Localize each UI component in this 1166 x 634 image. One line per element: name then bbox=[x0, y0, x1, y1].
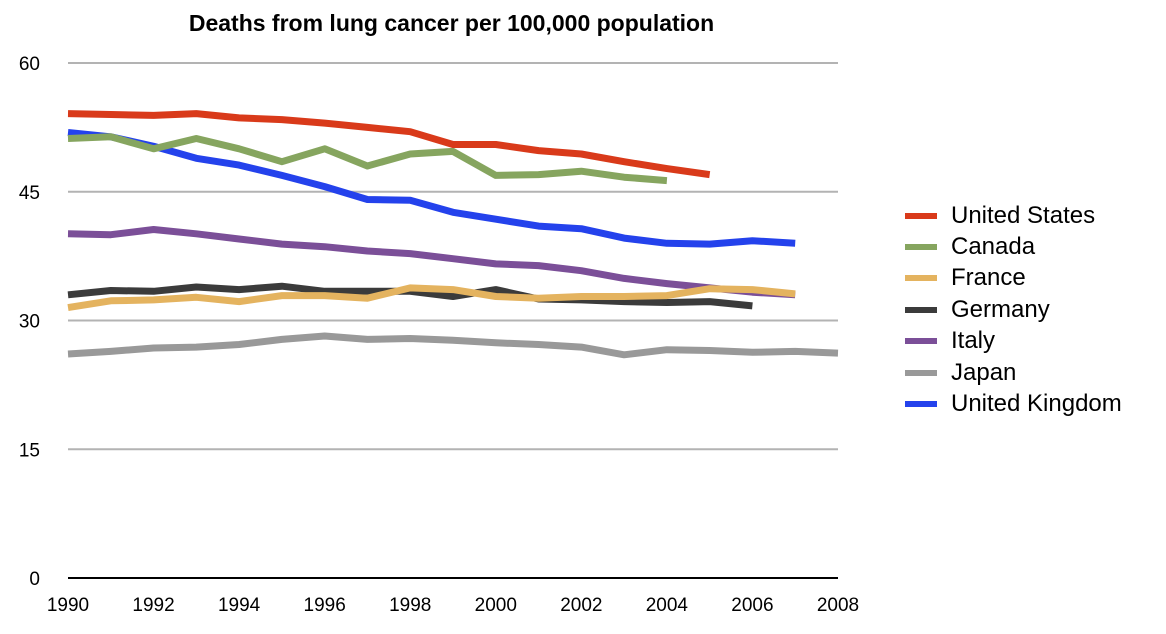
legend-label: United Kingdom bbox=[951, 390, 1122, 418]
legend-item: Italy bbox=[905, 326, 1122, 357]
legend-swatch bbox=[905, 338, 937, 345]
series-line-canada bbox=[67, 133, 668, 185]
y-tick-labels: 0 15 30 45 60 bbox=[19, 54, 40, 590]
x-tick-label: 1996 bbox=[304, 595, 346, 616]
x-tick-label: 1990 bbox=[47, 595, 89, 616]
legend-item: United Kingdom bbox=[905, 388, 1122, 419]
y-tick-label: 15 bbox=[19, 440, 40, 461]
x-tick-label: 2000 bbox=[475, 595, 517, 616]
legend-item: United States bbox=[905, 200, 1122, 231]
legend-label: United States bbox=[951, 201, 1096, 229]
legend-item: Germany bbox=[905, 294, 1122, 325]
legend-swatch bbox=[905, 212, 937, 219]
series-line-japan bbox=[67, 332, 839, 359]
legend-item: Japan bbox=[905, 357, 1122, 388]
gridlines bbox=[68, 62, 838, 451]
x-tick-label: 1992 bbox=[132, 595, 174, 616]
series-line-united-states bbox=[67, 110, 711, 179]
legend: United States Canada France Germany Italy Jap… bbox=[905, 200, 1122, 420]
y-tick-label: 30 bbox=[19, 312, 40, 333]
x-tick-label: 2006 bbox=[731, 595, 773, 616]
legend-label: France bbox=[951, 264, 1026, 292]
chart-title: Deaths from lung cancer per 100,000 popu… bbox=[188, 10, 715, 36]
legend-item: Canada bbox=[905, 231, 1122, 262]
x-tick-label: 1998 bbox=[389, 595, 431, 616]
legend-item: France bbox=[905, 263, 1122, 294]
y-tick-label: 60 bbox=[19, 54, 40, 75]
x-tick-label: 1994 bbox=[218, 595, 261, 616]
legend-label: Italy bbox=[951, 327, 996, 355]
series-lines bbox=[67, 110, 839, 359]
x-tick-label: 2004 bbox=[646, 595, 689, 616]
series-line-united-kingdom bbox=[67, 129, 796, 248]
legend-label: Canada bbox=[951, 233, 1036, 261]
legend-swatch bbox=[905, 275, 937, 282]
series-line-italy bbox=[67, 226, 796, 299]
x-tick-labels: 1990 1992 1994 1996 1998 2000 2002 2004 2006 2008 bbox=[47, 595, 859, 616]
x-tick-label: 2002 bbox=[560, 595, 602, 616]
legend-swatch bbox=[905, 401, 937, 408]
series-line-france bbox=[67, 284, 796, 312]
legend-swatch bbox=[905, 369, 937, 376]
legend-label: Germany bbox=[951, 295, 1050, 323]
x-tick-label: 2008 bbox=[817, 595, 859, 616]
legend-swatch bbox=[905, 244, 937, 251]
legend-label: Japan bbox=[951, 358, 1017, 386]
y-tick-label: 0 bbox=[29, 569, 40, 590]
legend-swatch bbox=[905, 306, 937, 313]
y-tick-label: 45 bbox=[19, 183, 40, 204]
